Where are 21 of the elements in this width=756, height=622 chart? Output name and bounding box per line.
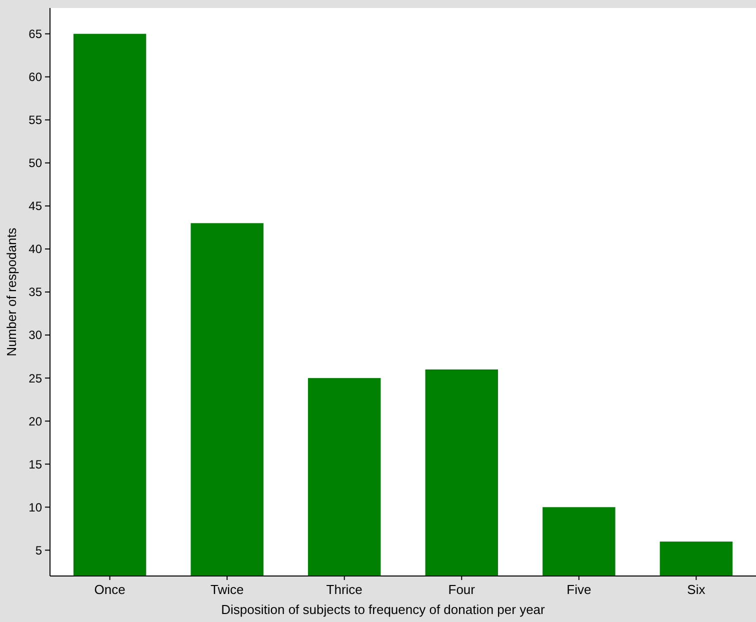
y-tick-label: 45	[28, 199, 42, 214]
y-tick-label: 35	[28, 285, 42, 300]
x-axis-title: Disposition of subjects to frequency of donation per year	[221, 602, 546, 617]
x-tick-label: Six	[687, 582, 706, 597]
x-tick-label: Thrice	[326, 582, 362, 597]
y-tick-label: 40	[28, 242, 42, 256]
y-tick-label: 20	[28, 414, 42, 428]
y-tick-label: 10	[28, 500, 42, 514]
y-axis-title: Number of respodants	[4, 227, 19, 356]
y-tick-label: 60	[28, 70, 42, 84]
x-tick-label: Four	[448, 582, 476, 597]
y-tick-label: 5	[35, 543, 42, 558]
y-tick-label: 15	[28, 457, 42, 472]
y-tick-label: 25	[28, 371, 42, 386]
y-tick-label: 55	[28, 113, 42, 128]
x-tick-label: Once	[94, 582, 126, 597]
y-tick-label: 50	[28, 156, 42, 170]
x-tick-label: Five	[566, 582, 592, 597]
y-tick-label: 65	[28, 27, 42, 42]
y-tick-label: 30	[28, 328, 42, 342]
x-tick-label: Twice	[210, 582, 244, 597]
